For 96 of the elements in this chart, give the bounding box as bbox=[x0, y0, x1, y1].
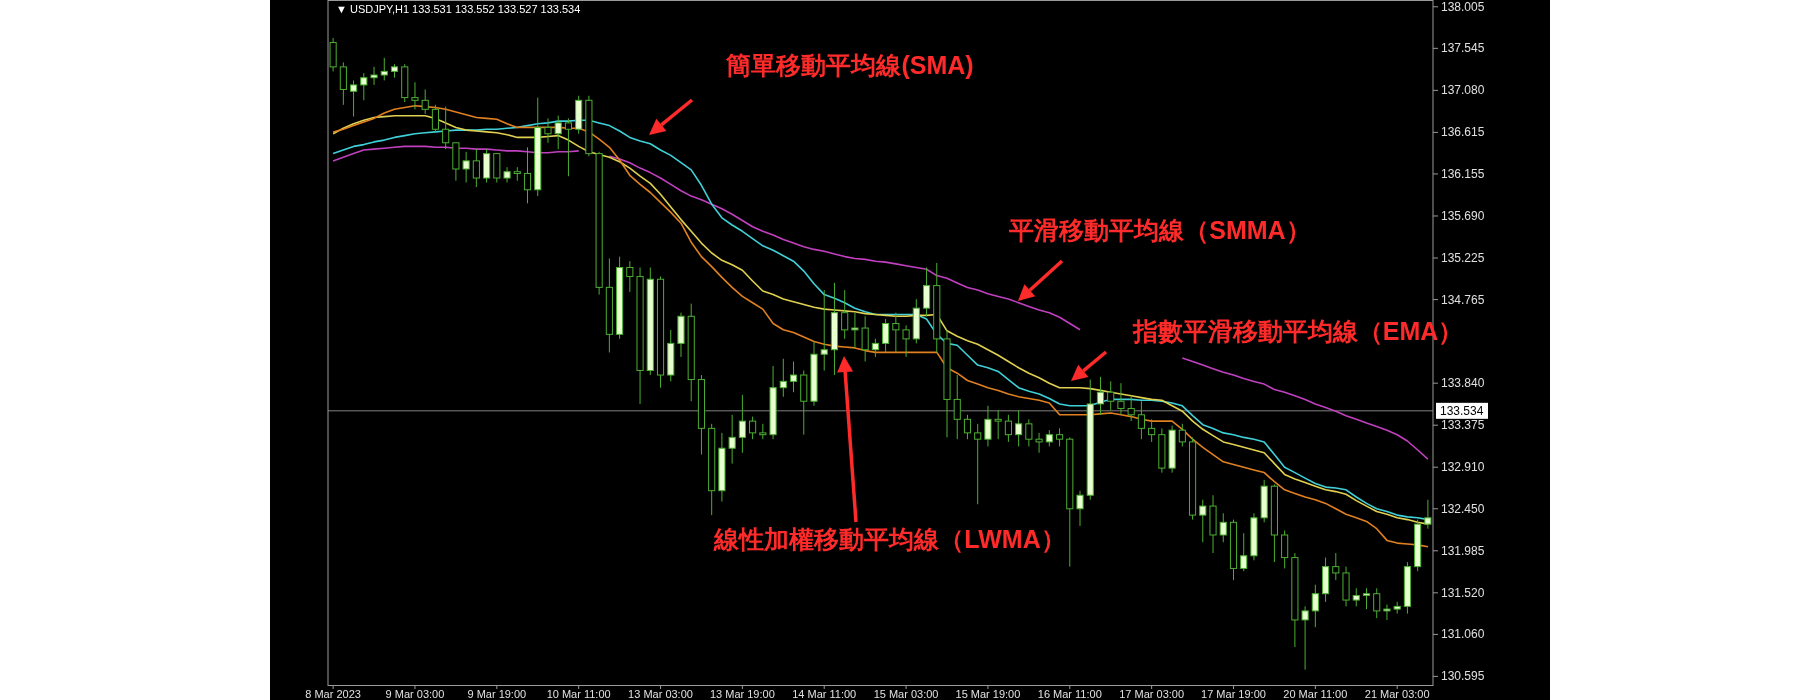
y-tick-label: 135.225 bbox=[1441, 251, 1485, 265]
candlestick bbox=[380, 57, 388, 81]
candlestick bbox=[1219, 512, 1227, 543]
x-tick-label: 21 Mar 03:00 bbox=[1364, 688, 1430, 700]
candlestick bbox=[442, 106, 450, 150]
candlestick bbox=[564, 117, 573, 177]
x-tick-label: 10 Mar 11:00 bbox=[546, 688, 611, 700]
candlestick bbox=[1332, 552, 1340, 581]
candlestick bbox=[841, 289, 849, 340]
y-tick-label: 137.545 bbox=[1441, 41, 1485, 56]
x-tick-label: 16 Mar 11:00 bbox=[1037, 688, 1102, 700]
candlestick bbox=[544, 117, 552, 144]
y-tick-label: 137.080 bbox=[1441, 83, 1485, 98]
candlestick bbox=[922, 266, 931, 317]
candlestick bbox=[626, 260, 634, 293]
x-tick-label: 13 Mar 19:00 bbox=[709, 688, 775, 700]
x-tick-label: 15 Mar 19:00 bbox=[955, 688, 1021, 700]
x-tick-label: 13 Mar 03:00 bbox=[628, 688, 693, 700]
y-tick-label: 131.520 bbox=[1441, 585, 1485, 600]
annotation: 線性加權移動平均線（LWMA） bbox=[713, 525, 1066, 553]
candlestick bbox=[523, 146, 532, 204]
candlestick bbox=[350, 79, 358, 118]
candlestick bbox=[861, 315, 869, 362]
x-tick-label: 17 Mar 19:00 bbox=[1201, 688, 1266, 700]
candlestick bbox=[1025, 418, 1033, 447]
y-tick-label: 138.005 bbox=[1441, 0, 1485, 14]
candlestick bbox=[892, 312, 900, 353]
candlestick bbox=[1148, 418, 1156, 443]
x-tick-label: 17 Mar 03:00 bbox=[1119, 688, 1185, 700]
y-tick-label: 133.840 bbox=[1441, 376, 1485, 391]
y-tick-label: 136.615 bbox=[1441, 125, 1485, 140]
y-tick-label: 132.450 bbox=[1441, 501, 1485, 516]
annotation: ▼ USDJPY,H1 133.531 133.552 133.527 133.534 bbox=[336, 3, 581, 15]
y-tick-label: 135.690 bbox=[1441, 208, 1485, 223]
candlestick bbox=[1055, 427, 1064, 447]
candlestick bbox=[411, 81, 419, 110]
candlestick bbox=[1311, 584, 1319, 628]
annotation: 平滑移動平均線（SMMA） bbox=[1008, 216, 1311, 244]
annotation: 簡單移動平均線(SMA) bbox=[725, 51, 974, 79]
candlestick bbox=[1076, 490, 1084, 527]
candlestick bbox=[462, 151, 470, 184]
y-tick-label: 134.765 bbox=[1441, 292, 1485, 307]
candlestick bbox=[1117, 382, 1125, 416]
candlestick bbox=[503, 166, 511, 184]
candlestick bbox=[1015, 409, 1023, 447]
x-tick-label: 20 Mar 11:00 bbox=[1283, 688, 1348, 700]
candlestick bbox=[554, 115, 562, 150]
candlestick bbox=[994, 409, 1002, 440]
x-tick-label: 15 Mar 03:00 bbox=[873, 688, 939, 700]
candlestick bbox=[1107, 380, 1115, 411]
candlestick bbox=[974, 423, 982, 505]
candlestick bbox=[953, 374, 961, 440]
x-tick-label: 8 Mar 2023 bbox=[305, 688, 361, 700]
candlestick bbox=[1362, 587, 1371, 610]
candlestick bbox=[789, 360, 798, 393]
candlestick bbox=[779, 358, 787, 398]
y-tick-label: 131.060 bbox=[1441, 627, 1485, 642]
x-tick-label: 9 Mar 19:00 bbox=[467, 688, 527, 700]
candlestick bbox=[360, 72, 368, 101]
candlestick bbox=[472, 148, 480, 188]
candlestick bbox=[728, 414, 736, 465]
candlestick bbox=[871, 338, 879, 358]
candlestick bbox=[1352, 587, 1360, 607]
candlestick bbox=[882, 318, 890, 353]
y-tick-label: 136.155 bbox=[1441, 166, 1485, 181]
candlestick bbox=[1004, 414, 1012, 443]
candlestick bbox=[749, 416, 757, 440]
candlestick bbox=[1137, 400, 1145, 440]
candlestick bbox=[851, 312, 859, 349]
candlestick bbox=[820, 289, 828, 372]
candlestick bbox=[431, 104, 439, 133]
x-tick-label: 14 Mar 11:00 bbox=[792, 688, 857, 700]
candlestick bbox=[1096, 376, 1105, 416]
candlestick bbox=[421, 88, 429, 115]
candlestick bbox=[1127, 396, 1135, 422]
y-tick-label: 133.375 bbox=[1441, 418, 1485, 433]
candlestick bbox=[370, 66, 378, 86]
candlestick bbox=[902, 324, 910, 358]
candlestick bbox=[984, 405, 992, 447]
candlestick bbox=[1281, 529, 1289, 569]
candlestick bbox=[1240, 532, 1248, 572]
y-tick-label: 130.595 bbox=[1441, 669, 1485, 684]
x-tick-label: 9 Mar 03:00 bbox=[385, 688, 445, 700]
candlestick bbox=[1383, 604, 1391, 621]
candlestick bbox=[1035, 432, 1043, 454]
y-tick-label: 132.910 bbox=[1441, 460, 1485, 475]
annotation: 指數平滑移動平均線（EMA） bbox=[1131, 317, 1464, 345]
candlestick bbox=[1301, 605, 1309, 671]
y-tick-label: 131.985 bbox=[1441, 543, 1485, 558]
ref-line-label: 133.534 bbox=[1440, 403, 1484, 418]
candlestick bbox=[738, 394, 746, 454]
candlestick bbox=[339, 61, 347, 106]
candlestick bbox=[1373, 587, 1381, 619]
candlestick bbox=[1199, 499, 1207, 543]
candlestick bbox=[963, 414, 972, 440]
candlestick bbox=[1178, 423, 1186, 447]
